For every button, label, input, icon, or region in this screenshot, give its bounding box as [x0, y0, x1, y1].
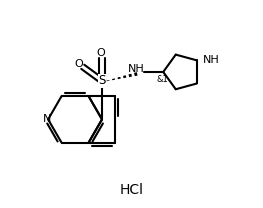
Text: NH: NH [203, 55, 220, 65]
Text: N: N [43, 114, 51, 124]
Text: NH: NH [128, 64, 145, 74]
Text: O: O [74, 59, 83, 69]
Text: &1: &1 [156, 75, 168, 84]
Text: O: O [96, 48, 105, 58]
Text: HCl: HCl [119, 183, 144, 197]
Text: S: S [98, 74, 106, 87]
